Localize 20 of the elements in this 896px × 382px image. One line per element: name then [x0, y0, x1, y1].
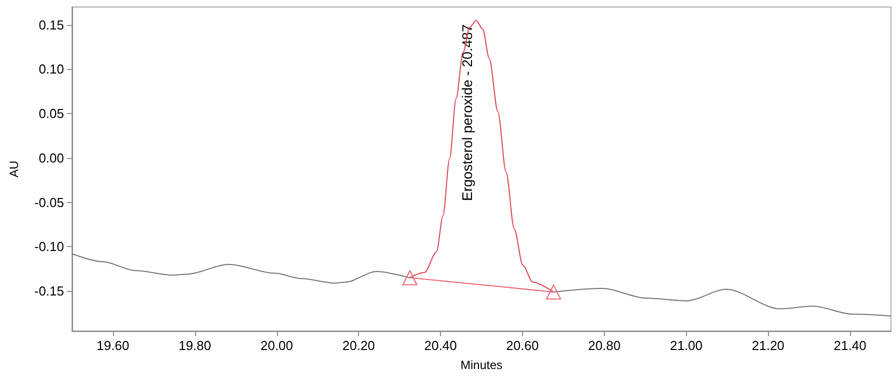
y-tick-label: 0.10	[38, 62, 64, 77]
x-tick-label: 19.60	[96, 338, 130, 353]
y-tick-label: 0.05	[38, 106, 64, 122]
x-tick-label: 20.00	[260, 338, 294, 353]
x-tick-label: 21.40	[834, 338, 866, 353]
y-tick-label: -0.05	[34, 194, 64, 210]
x-tick-label: 20.40	[424, 338, 457, 353]
x-tick-label: 20.60	[506, 338, 539, 353]
x-tick-label: 21.00	[670, 338, 703, 353]
y-tick-label: 0.15	[38, 17, 64, 32]
x-tick-label: 20.20	[342, 338, 375, 353]
x-axis-title: Minutes	[460, 358, 503, 372]
annotation: Ergosterol peroxide - 20.487	[459, 24, 476, 201]
y-tick-label: 0.00	[38, 150, 64, 166]
y-axis-title: AU	[7, 160, 21, 178]
x-tick-label: 21.20	[752, 338, 784, 353]
y-tick-label: -0.15	[34, 284, 64, 299]
x-tick-label: 20.80	[588, 338, 621, 353]
x-tick-label: 19.80	[178, 338, 212, 353]
y-tick-label: -0.10	[34, 239, 64, 254]
